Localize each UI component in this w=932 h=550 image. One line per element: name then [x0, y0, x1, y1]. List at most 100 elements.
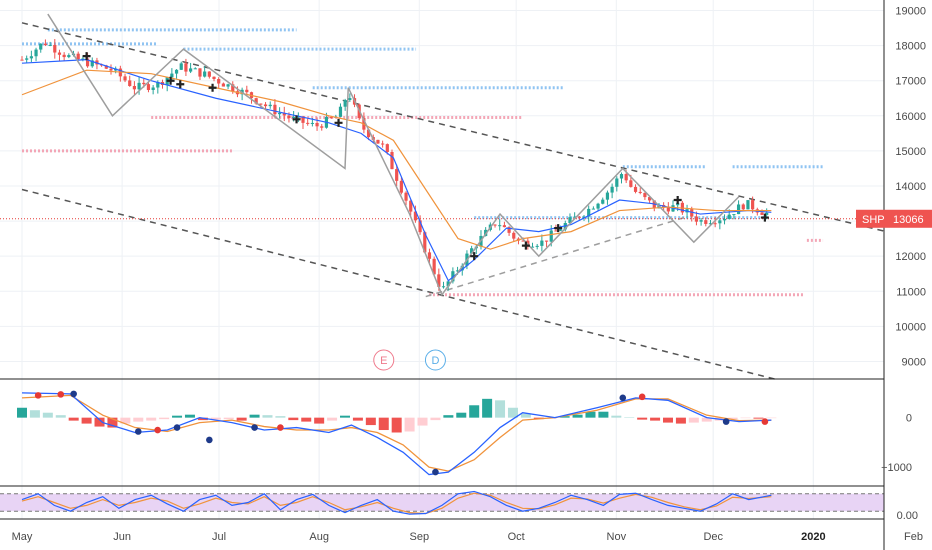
price-tick-label: 15000: [895, 146, 926, 158]
moving-average-lines: [21, 59, 772, 282]
macd-histogram-bar: [223, 417, 234, 420]
candle-body: [418, 220, 422, 233]
candle-body: [751, 200, 755, 210]
macd-histogram-bar: [210, 417, 221, 420]
event-marker-e[interactable]: [373, 349, 395, 371]
candle-body: [455, 270, 460, 272]
candle-body: [699, 220, 703, 222]
macd-histogram-bar: [236, 417, 247, 421]
cross-marker: [673, 196, 682, 205]
candle-body: [385, 144, 389, 153]
candle-body: [20, 59, 24, 61]
candle-body: [399, 180, 403, 193]
candle-body: [151, 87, 155, 90]
candle-body: [142, 82, 146, 85]
candle-body: [254, 98, 258, 104]
macd-histogram-bar: [275, 416, 286, 418]
macd-histogram-bar: [585, 411, 596, 418]
macd-histogram-bar: [29, 410, 40, 418]
macd-histogram-bar: [340, 415, 350, 418]
candle-body: [404, 192, 408, 201]
cross-marker: [554, 224, 563, 233]
stochastic-pane[interactable]: [0, 490, 884, 515]
candle-body: [217, 78, 221, 84]
candle-body: [189, 68, 193, 72]
macd-histogram-bar: [482, 398, 493, 418]
moving-average-line: [21, 59, 772, 282]
macd-histogram-bar: [469, 405, 480, 418]
macd-pane[interactable]: [17, 379, 914, 486]
macd-cross-dot: [173, 424, 181, 431]
macd-cross-dot: [619, 394, 627, 402]
trendlines[interactable]: [21, 22, 932, 380]
candle-body: [493, 224, 497, 226]
candle-body: [732, 214, 736, 216]
candle-body: [638, 191, 642, 193]
candle-body: [259, 103, 263, 105]
macd-histogram-bar: [197, 417, 208, 421]
candle-body: [746, 200, 750, 210]
macd-histogram-bar: [663, 417, 673, 423]
macd-axis-ticks: 0 −1000: [881, 413, 912, 475]
candle-body: [610, 186, 614, 193]
candle-body: [727, 214, 731, 219]
candle-body: [128, 80, 132, 86]
candle-body: [43, 43, 48, 46]
candle-body: [156, 81, 160, 88]
lower-trendline[interactable]: [21, 188, 775, 380]
candle-body: [544, 240, 549, 242]
cross-marker: [166, 76, 175, 85]
macd-histogram-bar: [146, 417, 157, 421]
upper-trendline[interactable]: [21, 22, 932, 249]
macd-histogram-bar: [417, 417, 428, 426]
price-tick-label: 12000: [895, 251, 926, 263]
time-tick-label: Jun: [113, 531, 131, 543]
candle-body: [263, 104, 268, 107]
candle-body: [591, 208, 595, 210]
candle-body: [25, 58, 29, 60]
candle-body: [277, 112, 282, 115]
macd-histogram-bar: [675, 417, 686, 424]
event-marker-label: D: [431, 355, 439, 367]
macd-histogram-bar: [301, 417, 312, 422]
macd-tick-label: −1000: [881, 462, 912, 474]
macd-histogram-bar: [598, 411, 609, 418]
event-marker-d[interactable]: [424, 349, 446, 371]
candle-body: [549, 230, 553, 242]
candle-body: [498, 225, 502, 227]
candle-body: [530, 246, 535, 248]
candle-body: [582, 216, 586, 218]
price-tick-label: 10000: [895, 321, 926, 333]
candle-body: [85, 58, 90, 67]
macd-histogram-bar: [107, 417, 118, 428]
candle-body: [470, 248, 474, 254]
macd-cross-dot: [722, 418, 730, 425]
candle-body: [57, 52, 62, 55]
macd-cross-dot: [134, 428, 142, 435]
rising-support[interactable]: [425, 216, 685, 298]
candle-body: [446, 281, 450, 287]
moving-average-line: [21, 69, 772, 250]
candle-body: [90, 60, 94, 67]
time-axis[interactable]: May Jun Jul Aug Sep Oct Nov Dec 2020 Feb: [12, 531, 923, 543]
candle-body: [615, 178, 619, 187]
candle-body: [39, 43, 43, 50]
macd-histogram-bar: [94, 417, 105, 427]
candle-body: [559, 229, 563, 231]
price-axis[interactable]: [883, 0, 932, 550]
cross-marker: [334, 118, 343, 127]
macd-histogram-bar: [520, 413, 531, 418]
candle-body: [619, 174, 624, 179]
time-tick-label: Jul: [212, 531, 226, 543]
stochastic-k-line: [21, 490, 772, 515]
stochastic-tick-label: 0.00: [897, 510, 918, 522]
macd-histogram-bar: [559, 416, 570, 418]
time-tick-label: May: [12, 531, 33, 543]
candle-body: [348, 98, 352, 101]
time-tick-label: Sep: [410, 531, 430, 543]
candle-body: [381, 143, 385, 145]
candle-body: [708, 223, 713, 225]
